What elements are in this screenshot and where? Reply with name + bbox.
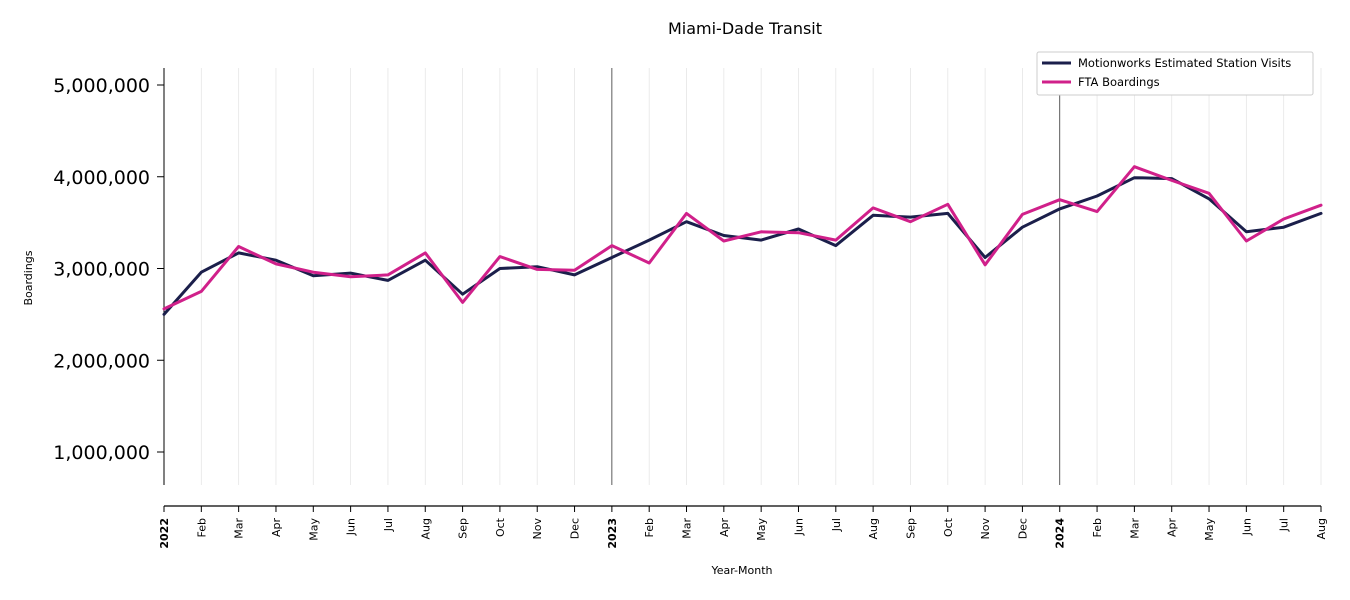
x-tick-label: Sep [904, 518, 917, 539]
x-tick-label: Dec [1016, 518, 1029, 539]
x-tick-label: Feb [195, 518, 208, 537]
x-tick-label: Jun [1240, 518, 1253, 536]
y-tick-label: 5,000,000 [53, 75, 150, 97]
x-tick-label: Mar [681, 518, 694, 539]
x-tick-label: Aug [419, 518, 432, 539]
x-tick-label: Feb [643, 518, 656, 537]
legend-box [1036, 51, 1314, 96]
y-ticks: 1,000,000 2,000,000 3,000,000 4,000,000 5,00… [53, 75, 164, 464]
y-axis-label: Boardings [22, 250, 35, 305]
x-tick-label: 2022 [158, 518, 171, 549]
x-tick-label: Mar [1128, 518, 1141, 539]
x-tick-label: Jun [792, 518, 805, 536]
gridlines [200, 68, 1322, 485]
x-tick-label: Jul [1278, 518, 1291, 532]
y-tick-label: 2,000,000 [53, 350, 150, 372]
series-lines [162, 165, 1323, 316]
x-tick-label: Oct [494, 517, 507, 537]
axes [163, 68, 1321, 507]
legend: Motionworks Estimated Station Visits FTA … [1036, 51, 1314, 96]
x-tick-label: Mar [233, 518, 246, 539]
x-tick-label: Dec [569, 518, 582, 539]
x-tick-label: Oct [942, 517, 955, 537]
x-tick-label: Jul [382, 518, 395, 532]
y-tick-label: 3,000,000 [53, 259, 150, 281]
series-line-1 [162, 176, 1323, 316]
x-tick-label: Nov [979, 518, 992, 540]
x-tick-label: Apr [270, 518, 283, 538]
x-tick-label: Aug [867, 518, 880, 539]
legend-label: Motionworks Estimated Station Visits [1078, 56, 1291, 70]
x-tick-label: 2023 [606, 518, 619, 549]
x-tick-label: Nov [531, 518, 544, 540]
x-tick-label: May [755, 518, 768, 541]
series-line-2 [162, 165, 1323, 311]
x-tick-label: Apr [718, 518, 731, 538]
year-divider-lines [611, 68, 1061, 485]
legend-label: FTA Boardings [1078, 75, 1160, 89]
x-tick-label: Jun [345, 518, 358, 536]
y-tick-label: 1,000,000 [53, 442, 150, 464]
x-tick-label: Sep [457, 518, 470, 539]
x-tick-label: Jul [830, 518, 843, 532]
x-tick-label: 2024 [1054, 518, 1067, 549]
x-axis-label: Year-Month [710, 564, 772, 577]
x-tick-label: May [307, 518, 320, 541]
x-tick-label: Aug [1315, 518, 1328, 539]
x-ticks: 2022 Feb Mar Apr May Jun Jul Aug Sep Oct Nov Dec 202… [158, 506, 1328, 549]
x-tick-label: Apr [1166, 518, 1179, 538]
x-tick-label: May [1203, 518, 1216, 541]
y-tick-label: 4,000,000 [53, 167, 150, 189]
chart-title: Miami-Dade Transit [668, 19, 822, 38]
x-tick-label: Feb [1091, 518, 1104, 537]
